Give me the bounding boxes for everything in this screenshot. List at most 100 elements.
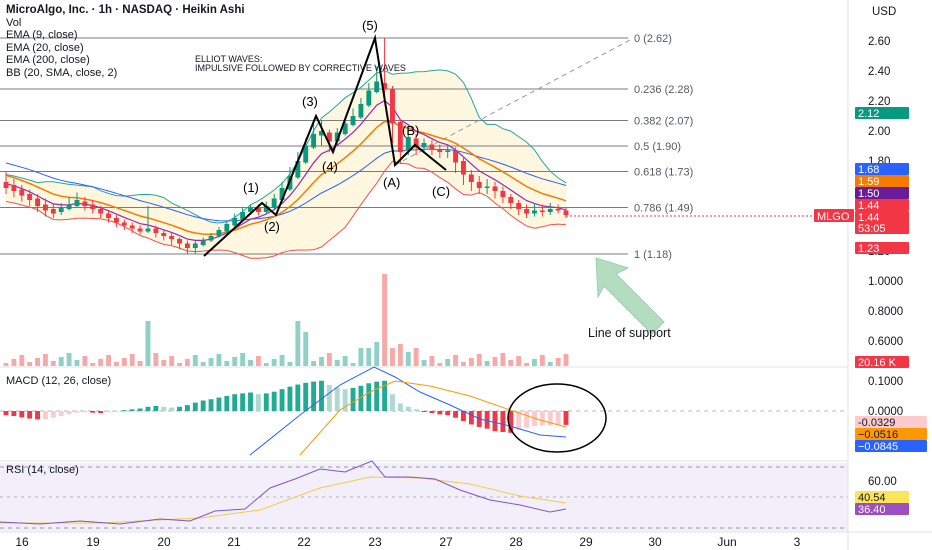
candle-body (192, 243, 198, 248)
macd-axis-tick: 0.1000 (868, 376, 903, 388)
macd-hist-bar (350, 387, 356, 411)
macd-hist-bar (35, 411, 40, 420)
indicator-bb[interactable]: BB (20, SMA, close, 2) (6, 66, 118, 79)
indicator-vol[interactable]: Vol (6, 16, 22, 29)
volume-bar (129, 354, 135, 366)
time-axis-tick: 21 (227, 535, 241, 549)
macd-label[interactable]: MACD (12, 26, close) (6, 375, 112, 387)
macd-hist-bar (42, 411, 48, 419)
wave-label: (3) (302, 94, 318, 109)
time-axis-tick: Jun (717, 535, 736, 549)
macd-badge (855, 440, 927, 452)
bollinger-fill (6, 69, 566, 259)
price-badge-text: 53:05 (858, 223, 886, 235)
indicator-ema20[interactable]: EMA (20, close) (6, 41, 84, 54)
rsi-badge (855, 503, 909, 515)
candle-body (350, 116, 356, 125)
currency-label: USD (872, 6, 896, 18)
volume-bar (27, 362, 33, 366)
macd-hist-bar (555, 411, 561, 425)
macd-hist-bar (413, 409, 419, 411)
volume-bar (429, 356, 435, 366)
candle-body (319, 131, 324, 136)
macd-hist-bar (287, 386, 293, 411)
macd-hist-bar (334, 387, 340, 411)
volume-bar (374, 342, 380, 366)
macd-hist-bar (145, 406, 151, 411)
macd-hist-bar (516, 411, 522, 430)
bb-lower (5, 160, 567, 259)
indicator-ema9[interactable]: EMA (9, close) (6, 29, 78, 41)
candle-body (413, 138, 419, 148)
macd-hist-bar (3, 411, 9, 416)
wave-label: (A) (383, 175, 400, 190)
volume-bar (35, 358, 40, 366)
volume-bar (66, 353, 72, 366)
candle-body (468, 174, 474, 182)
candle-body (311, 134, 317, 148)
macd-hist-bar (500, 411, 506, 432)
macd-highlight-circle (507, 383, 607, 453)
rsi-badge-text: 40.54 (858, 492, 886, 504)
macd-hist-bar (169, 407, 175, 411)
macd-axis-tick: 0.0000 (868, 406, 903, 418)
candle-body (374, 81, 380, 92)
macd-hist-bar (82, 411, 88, 413)
time-axis-tick: 27 (439, 535, 453, 549)
candle-body (42, 204, 48, 211)
candle-body (11, 185, 17, 191)
volume-bar (500, 353, 506, 366)
fib-label: 0 (2.62) (634, 33, 672, 45)
wave-label: (1) (243, 180, 259, 195)
macd-hist-bar (366, 383, 372, 411)
candle-body (248, 207, 253, 212)
wave-label: (C) (432, 184, 450, 199)
macd-hist-bar (303, 382, 309, 411)
volume-bar (382, 274, 388, 366)
macd-hist-bar (508, 411, 514, 433)
candle-body (524, 209, 530, 214)
price-badge (855, 356, 909, 368)
price-badge (855, 242, 909, 254)
volume-bar (248, 360, 253, 366)
candle-body (547, 209, 553, 212)
volume-bar (232, 357, 238, 366)
candle-body (121, 222, 127, 226)
macd-hist-bar (106, 411, 111, 413)
volume-bar (113, 362, 119, 366)
price-badge-text: 1.44 (858, 212, 879, 224)
candle-body (500, 191, 506, 197)
candle-body (476, 182, 482, 188)
price-axis-tick: 2.20 (868, 96, 890, 108)
price-axis-tick: 2.40 (868, 66, 890, 78)
ticker-badge-text: MLGO (817, 211, 850, 223)
candle-body (445, 150, 451, 152)
macd-hist-bar (429, 411, 435, 414)
rsi-label[interactable]: RSI (14, close) (6, 464, 79, 476)
volume-bar (287, 362, 293, 366)
fib-label: 0.236 (2.28) (634, 84, 693, 96)
macd-hist-bar (177, 406, 182, 411)
macd-badge (855, 416, 927, 428)
annotation-title: ELLIOT WAVES: (195, 54, 262, 64)
candle-body (224, 224, 230, 232)
macd-hist-bar (326, 384, 332, 411)
macd-hist-bar (192, 402, 198, 411)
price-badge-text: 2.12 (858, 108, 879, 120)
indicator-ema200[interactable]: EMA (200, close) (6, 54, 90, 66)
candle-body (358, 104, 364, 118)
support-label: Line of support (588, 326, 671, 340)
time-axis-tick: 30 (648, 535, 662, 549)
fib-label: 0.382 (2.07) (634, 116, 693, 128)
volume-bar (208, 358, 214, 366)
macd-hist-bar (563, 411, 569, 425)
price-badge-text: 20.16 K (858, 357, 897, 369)
volume-bar (42, 354, 48, 366)
support-arrow (595, 257, 665, 335)
ema20-line (5, 120, 567, 236)
macd-hist-bar (66, 411, 72, 415)
candle-body (153, 228, 159, 233)
volume-bar (106, 355, 111, 366)
candle-body (271, 198, 277, 208)
